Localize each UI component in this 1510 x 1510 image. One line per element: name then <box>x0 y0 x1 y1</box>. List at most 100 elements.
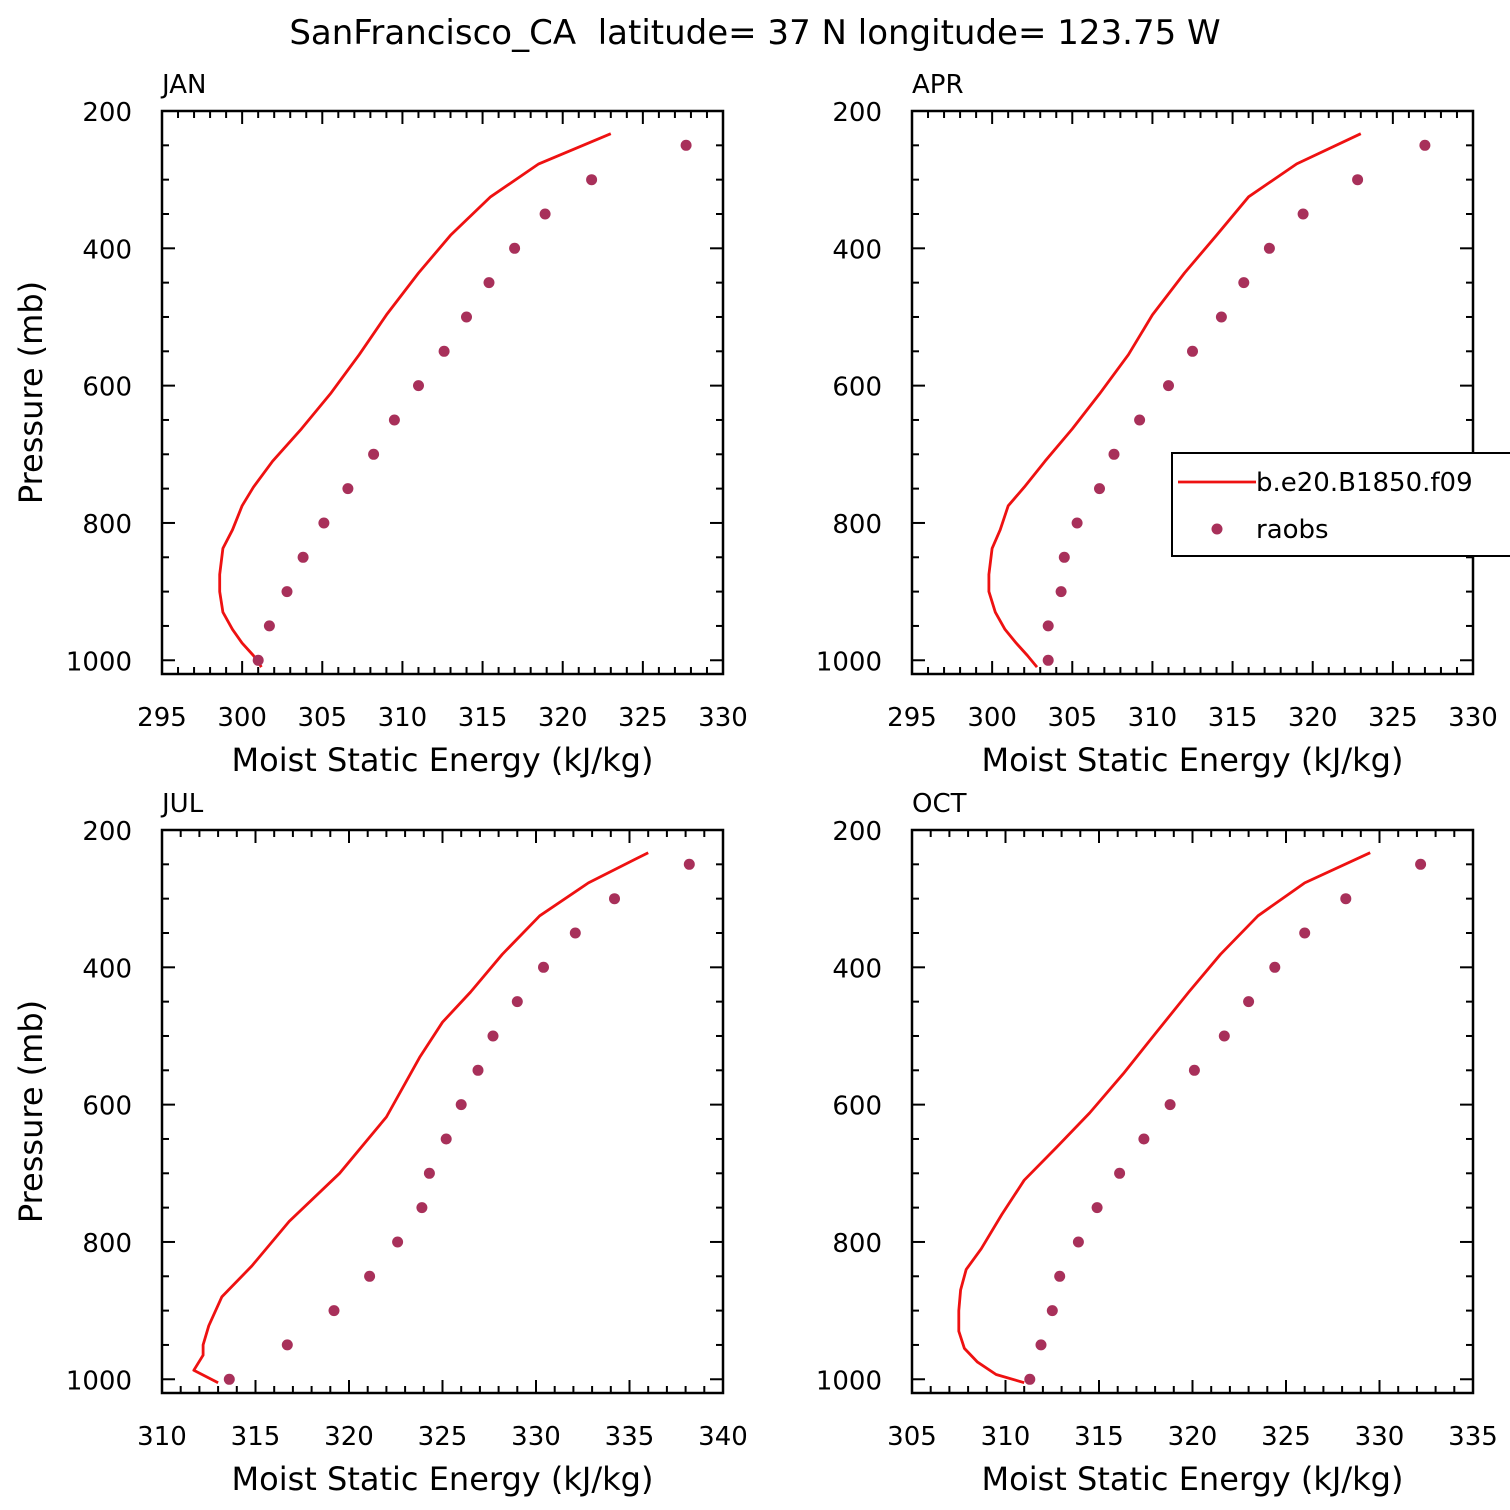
x-tick-label: 325 <box>1368 703 1418 733</box>
x-tick-label: 330 <box>1448 703 1498 733</box>
y-tick-label: 600 <box>832 1092 882 1122</box>
main-title: SanFrancisco_CA latitude= 37 N longitude… <box>289 13 1220 53</box>
x-axis-title: Moist Static Energy (kJ/kg) <box>982 741 1404 779</box>
raob-point <box>1164 1099 1176 1111</box>
x-tick-label: 320 <box>1168 1422 1218 1452</box>
y-tick-label: 600 <box>832 373 882 403</box>
raob-point <box>1042 654 1054 666</box>
raob-point <box>1055 586 1067 598</box>
raob-point <box>1238 277 1250 289</box>
raob-point <box>342 483 354 495</box>
raob-point <box>364 1270 376 1282</box>
raob-point <box>1419 139 1431 151</box>
y-tick-label: 800 <box>82 1229 132 1259</box>
raob-point <box>1042 620 1054 632</box>
y-tick-label: 400 <box>832 235 882 265</box>
plot-frame <box>160 828 725 1395</box>
raob-point <box>511 996 523 1008</box>
raob-point <box>1340 893 1352 905</box>
y-tick-label: 400 <box>832 954 882 984</box>
plot-frame <box>910 828 1475 1395</box>
x-tick-label: 305 <box>297 703 347 733</box>
x-tick-label: 300 <box>967 703 1017 733</box>
panel-title: APR <box>912 70 964 100</box>
raob-point <box>223 1373 235 1385</box>
raob-point <box>281 586 293 598</box>
raob-point <box>1215 311 1227 323</box>
y-tick-label: 800 <box>82 510 132 540</box>
raob-point <box>569 927 581 939</box>
raob-point <box>1046 1305 1058 1317</box>
raob-point <box>1269 961 1281 973</box>
raob-point <box>1094 483 1105 495</box>
plot-frame <box>160 109 725 676</box>
raob-point <box>252 654 264 666</box>
x-axis-title: Moist Static Energy (kJ/kg) <box>232 1460 654 1498</box>
raob-point <box>413 380 424 392</box>
panels-group: 295 300 305 310 315 320 325 330 200 400 600 800 1000… <box>12 70 1498 1498</box>
raob-point <box>368 448 380 460</box>
raob-point <box>483 277 495 289</box>
plot-frame <box>910 109 1475 676</box>
y-tick-label: 200 <box>832 98 882 128</box>
raob-point <box>538 961 549 973</box>
raob-point <box>683 858 695 870</box>
raob-point <box>1299 927 1311 939</box>
panel-title: JUL <box>160 789 204 819</box>
raob-point <box>1054 1270 1066 1282</box>
raob-point <box>1415 858 1427 870</box>
raob-point <box>440 1133 452 1145</box>
raob-point <box>318 517 330 529</box>
raob-point <box>1187 345 1198 357</box>
panel-oct: 305 310 315 320 325 330 335 200 400 600 800 1000 Moi… <box>816 789 1498 1498</box>
raob-point <box>1114 1167 1126 1179</box>
model-profile-line <box>957 851 1371 1385</box>
y-tick-label: 1000 <box>816 1366 882 1396</box>
raob-point <box>609 893 620 905</box>
y-tick-label: 1000 <box>66 1366 132 1396</box>
raob-point <box>1163 380 1174 392</box>
y-tick-label: 200 <box>832 817 882 847</box>
raob-point <box>1352 174 1364 186</box>
raob-point <box>455 1099 467 1111</box>
y-tick-label: 600 <box>82 1092 132 1122</box>
y-tick-label: 1000 <box>66 647 132 677</box>
x-tick-label: 310 <box>981 1422 1031 1452</box>
y-axis-title: Pressure (mb) <box>12 1000 50 1223</box>
raob-point <box>472 1064 484 1076</box>
raob-point <box>461 311 472 323</box>
y-tick-label: 600 <box>82 373 132 403</box>
x-tick-label: 335 <box>1448 1422 1498 1452</box>
y-tick-label: 200 <box>82 817 132 847</box>
x-tick-label: 315 <box>1074 1422 1124 1452</box>
x-tick-label: 330 <box>511 1422 561 1452</box>
y-tick-label: 800 <box>832 510 882 540</box>
model-profile-line <box>218 132 612 668</box>
raob-point <box>438 345 450 357</box>
raob-point <box>1035 1339 1047 1351</box>
raob-point <box>509 242 521 254</box>
x-tick-label: 325 <box>418 1422 468 1452</box>
x-tick-label: 300 <box>217 703 267 733</box>
x-tick-label: 310 <box>137 1422 187 1452</box>
raob-point <box>1071 517 1083 529</box>
y-tick-label: 1000 <box>816 647 882 677</box>
x-tick-label: 315 <box>231 1422 281 1452</box>
y-axis-title: Pressure (mb) <box>12 281 50 504</box>
raob-point <box>416 1202 428 1214</box>
x-tick-label: 325 <box>618 703 668 733</box>
x-tick-label: 320 <box>1288 703 1338 733</box>
x-tick-label: 295 <box>137 703 187 733</box>
y-tick-label: 200 <box>82 98 132 128</box>
raob-point <box>328 1305 340 1317</box>
raob-point <box>1134 414 1146 426</box>
x-tick-label: 320 <box>324 1422 374 1452</box>
raob-point <box>388 414 400 426</box>
x-tick-label: 310 <box>1128 703 1178 733</box>
raob-point <box>263 620 275 632</box>
x-tick-label: 305 <box>887 1422 937 1452</box>
legend-box <box>1171 452 1510 557</box>
raob-point <box>487 1030 499 1042</box>
x-tick-label: 320 <box>538 703 588 733</box>
